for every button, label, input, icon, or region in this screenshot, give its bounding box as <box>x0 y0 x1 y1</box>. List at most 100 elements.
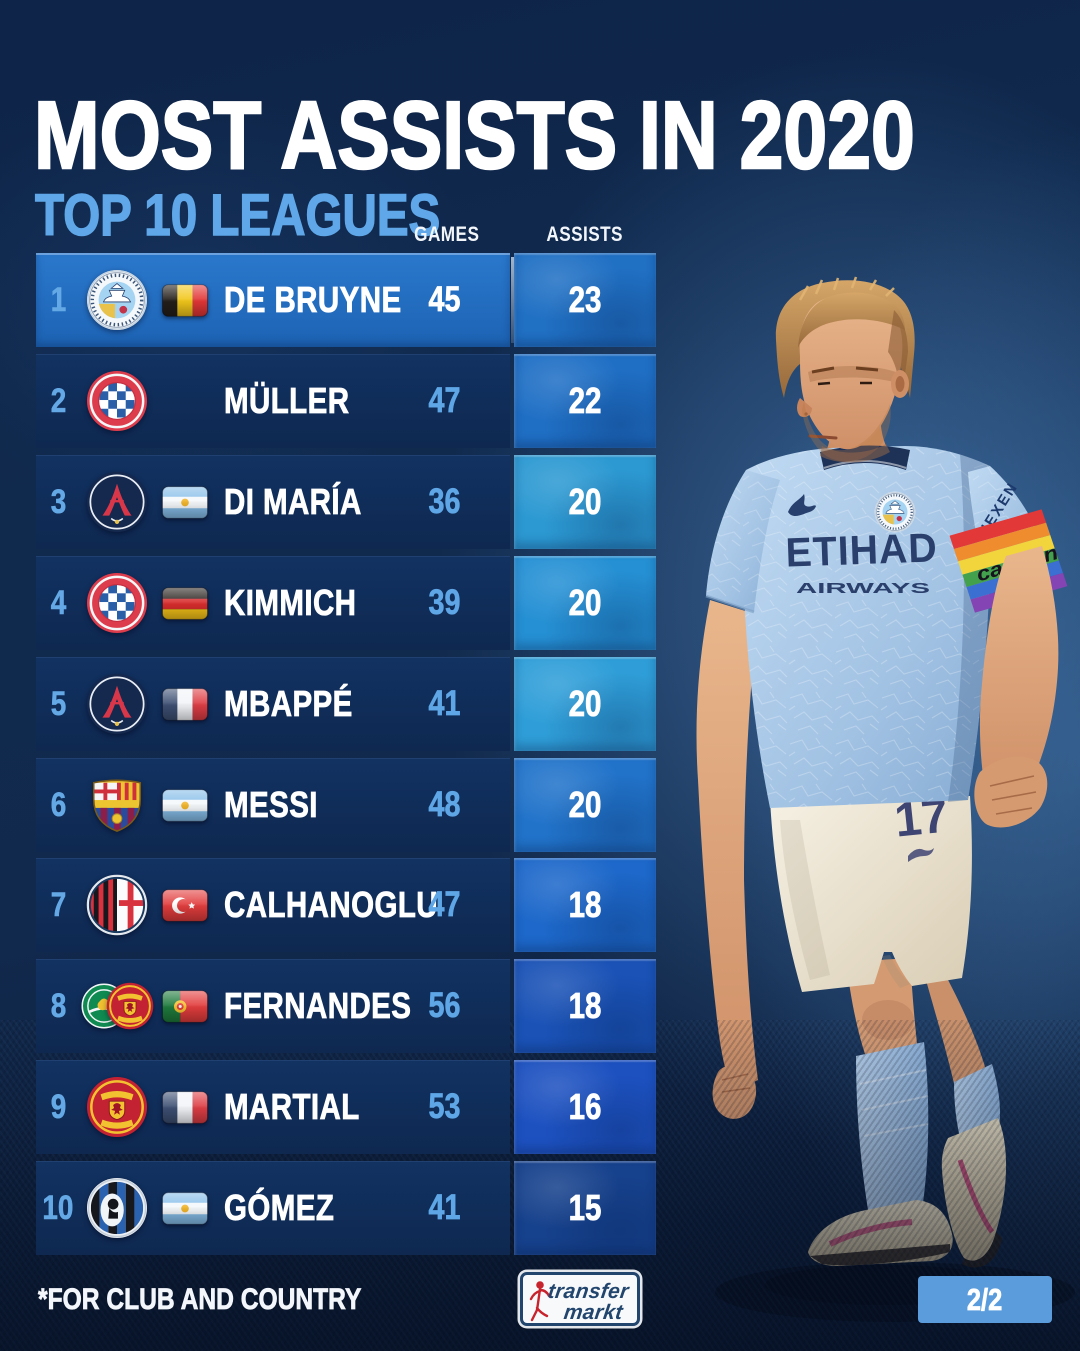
club-badges <box>80 980 154 1032</box>
assists-cell: 20 <box>514 455 656 549</box>
rank-label: 2 <box>50 381 66 420</box>
assists-value: 20 <box>568 481 602 523</box>
club-badges <box>80 471 154 533</box>
club-bayern-badge-icon <box>86 572 148 634</box>
logo-word-1: transfer <box>546 1280 631 1303</box>
assists-cell: 20 <box>514 657 656 751</box>
club-badges <box>80 874 154 936</box>
footnote: *FOR CLUB AND COUNTRY <box>38 1283 362 1317</box>
row-band: 2 MÜLLER 47 <box>36 354 510 448</box>
table-row: 3 DI MARÍA 36 20 <box>36 455 656 549</box>
row-band: 1 DE BRUYNE 45 <box>36 253 514 347</box>
row-band: 10 GÓMEZ 41 <box>36 1161 510 1255</box>
row-band: 9 MARTIAL 53 <box>36 1060 510 1154</box>
club-badges <box>80 1076 154 1138</box>
transfermarkt-figure-icon <box>528 1279 552 1322</box>
short-number: 17 <box>892 789 951 847</box>
table-row: 2 MÜLLER 47 22 <box>36 354 656 448</box>
club-man-utd-badge-icon <box>106 980 154 1032</box>
column-header-games: GAMES <box>414 223 480 246</box>
assists-value: 22 <box>568 380 602 422</box>
games-value: 41 <box>428 1188 461 1228</box>
games-value: 53 <box>428 1087 461 1127</box>
rank-label: 3 <box>50 482 66 521</box>
jersey-sponsor-sub: AIRWAYS <box>796 580 930 597</box>
jersey-sponsor: ETIHAD <box>785 524 939 575</box>
logo-word-2: markt <box>562 1301 625 1324</box>
assists-value: 15 <box>568 1187 602 1229</box>
rainbow-captain-armband: captain <box>947 506 1072 615</box>
player-name: DE BRUYNE <box>224 279 402 321</box>
transfermarkt-logo: transfer markt <box>520 1272 640 1326</box>
player-name: CALHANOGLU <box>224 884 439 926</box>
table-row: 1 DE BRUYNE 45 23 <box>36 253 656 347</box>
assists-value: 16 <box>568 1086 602 1128</box>
club-bayern-badge-icon <box>86 370 148 432</box>
assists-value: 20 <box>568 784 602 826</box>
club-badges <box>80 774 154 836</box>
games-value: 39 <box>428 583 461 623</box>
games-value: 56 <box>428 986 461 1026</box>
club-psg-badge-icon <box>86 471 148 533</box>
sleeve-sponsor: NEXEN <box>975 479 1022 540</box>
armband-text: captain <box>974 542 1061 586</box>
assists-cell: 20 <box>514 556 656 650</box>
games-value: 47 <box>428 885 461 925</box>
table-row: 9 MARTIAL 53 16 <box>36 1060 656 1154</box>
player-photo: 17 ETIHAD AIRWAYS NEXEN captain <box>696 276 1075 1322</box>
flag-turkey-icon <box>162 889 208 922</box>
assists-cell: 18 <box>514 959 656 1053</box>
club-man-city-badge-icon <box>86 269 148 331</box>
club-man-utd-badge-icon <box>86 1076 148 1138</box>
row-band: 7 CALHANOGLU 47 <box>36 858 510 952</box>
rank-label: 5 <box>50 684 66 723</box>
club-milan-badge-icon <box>86 874 148 936</box>
rank-label: 8 <box>50 986 66 1025</box>
row-band: 5 MBAPPÉ 41 <box>36 657 510 751</box>
games-value: 48 <box>428 785 461 825</box>
rank-label: 9 <box>50 1087 66 1126</box>
assists-cell: 16 <box>514 1060 656 1154</box>
assists-value: 18 <box>568 985 602 1027</box>
flag-portugal-icon <box>162 990 208 1023</box>
flag-argentina-icon <box>162 486 208 519</box>
flag-argentina-icon <box>162 1192 208 1225</box>
games-value: 45 <box>428 280 461 320</box>
player-name: DI MARÍA <box>224 481 362 523</box>
page-title: MOST ASSISTS IN 2020 <box>33 82 916 190</box>
assists-cell: 18 <box>514 858 656 952</box>
player-name: MÜLLER <box>224 380 350 422</box>
assists-cell: 20 <box>514 758 656 852</box>
player-name: MBAPPÉ <box>224 683 353 725</box>
player-name: MESSI <box>224 784 318 826</box>
page-counter-badge: 2/2 <box>918 1276 1052 1323</box>
flag-argentina-icon <box>162 789 208 822</box>
flag-france-icon <box>162 688 208 721</box>
rank-label: 10 <box>42 1188 74 1227</box>
flag-germany-icon <box>162 587 208 620</box>
flag-france-icon <box>162 1091 208 1124</box>
club-badges <box>80 269 154 331</box>
table-row: 5 MBAPPÉ 41 20 <box>36 657 656 751</box>
player-name: MARTIAL <box>224 1086 360 1128</box>
club-barcelona-badge-icon <box>86 774 148 836</box>
assists-value: 20 <box>568 683 602 725</box>
player-name: KIMMICH <box>224 582 357 624</box>
puma-shorts-icon <box>908 848 934 862</box>
rank-label: 1 <box>50 280 66 319</box>
rank-label: 4 <box>50 583 66 622</box>
assists-cell: 23 <box>514 253 656 347</box>
rank-label: 6 <box>50 785 66 824</box>
flag-belgium-icon <box>162 284 208 317</box>
games-value: 47 <box>428 381 461 421</box>
club-atalanta-badge-icon <box>86 1177 148 1239</box>
row-band: 8 FERNANDES 56 <box>36 959 510 1053</box>
player-name: FERNANDES <box>224 985 412 1027</box>
row-band: 6 MESSI 48 <box>36 758 510 852</box>
club-psg-badge-icon <box>86 673 148 735</box>
assists-value: 18 <box>568 884 602 926</box>
table-row: 8 FERNANDES 56 18 <box>36 959 656 1053</box>
player-name: GÓMEZ <box>224 1187 335 1229</box>
rank-label: 7 <box>50 885 66 924</box>
